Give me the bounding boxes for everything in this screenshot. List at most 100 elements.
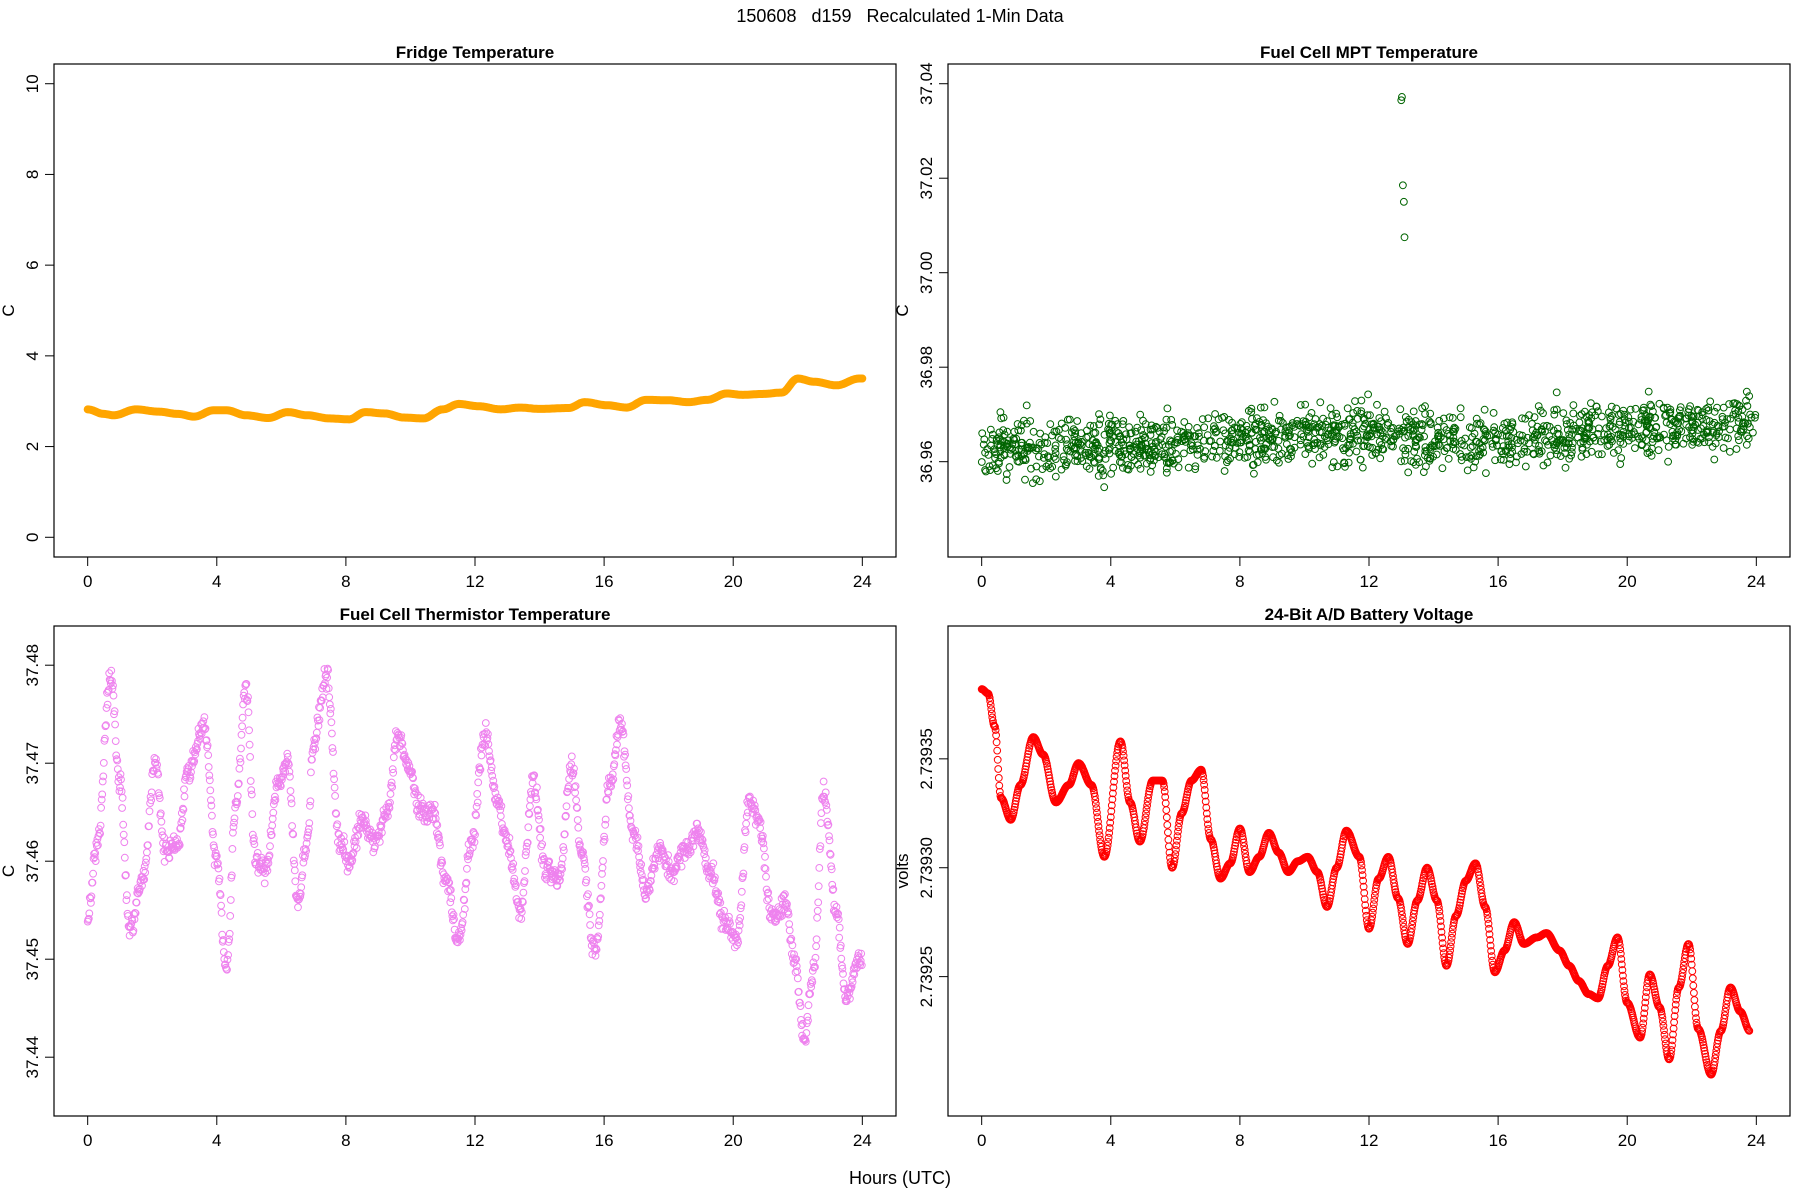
mpt-point: [1465, 453, 1473, 461]
thermistor-point: [458, 918, 467, 927]
battery-voltage-point: [1688, 967, 1697, 976]
mpt-point: [1331, 437, 1340, 446]
battery-voltage-point: [1010, 803, 1019, 811]
mpt-point: [1084, 448, 1093, 457]
mpt-point: [1399, 444, 1407, 453]
thermistor-point: [476, 765, 485, 774]
battery-voltage-point: [1619, 977, 1628, 985]
mpt-point: [1490, 423, 1499, 432]
mpt-point: [1595, 424, 1603, 433]
thermistor-point: [607, 782, 615, 791]
thermistor-point: [295, 889, 304, 897]
mpt-point: [1014, 426, 1023, 435]
mpt-point: [1351, 397, 1359, 406]
mpt-point: [1662, 436, 1671, 445]
battery-voltage-point: [1428, 880, 1436, 888]
mpt-point: [1465, 423, 1474, 432]
mpt-point: [1264, 434, 1273, 443]
thermistor-point: [650, 864, 659, 873]
battery-voltage-point: [1338, 840, 1347, 849]
thermistor-point: [95, 829, 104, 837]
mpt-point: [1476, 419, 1485, 428]
thermistor-point: [212, 852, 221, 860]
mpt-point: [1216, 437, 1225, 446]
thermistor-point: [782, 899, 790, 907]
thermistor-point: [119, 830, 128, 839]
mpt-point: [1003, 427, 1012, 436]
thermistor-point: [460, 896, 469, 905]
thermistor-point: [672, 863, 681, 872]
battery-voltage-point: [1368, 908, 1377, 917]
mpt-point: [1376, 454, 1385, 463]
mpt-point: [1562, 420, 1571, 429]
mpt-point: [1520, 445, 1529, 453]
thermistor-point: [386, 790, 395, 798]
battery-voltage-point: [1369, 900, 1378, 909]
battery-voltage-point: [1410, 906, 1419, 915]
battery-voltage-point: [1473, 865, 1482, 873]
mpt-point: [1475, 420, 1484, 429]
battery-voltage-point: [1357, 861, 1366, 870]
mpt-point: [1115, 450, 1124, 459]
mpt-point: [1282, 440, 1291, 449]
mpt-point: [1256, 445, 1265, 454]
battery-voltage-point: [1721, 1007, 1730, 1016]
mpt-point: [1008, 440, 1017, 448]
mpt-point: [1307, 409, 1316, 417]
thermistor-point: [734, 938, 742, 947]
battery-voltage-point: [1483, 907, 1491, 916]
battery-voltage-point: [1199, 776, 1208, 784]
mpt-point: [1651, 413, 1660, 422]
mpt-point: [1051, 472, 1060, 481]
x-tick-label: 0: [83, 1131, 92, 1150]
battery-voltage-point: [1615, 938, 1624, 946]
thermistor-point: [559, 843, 568, 851]
thermistor-point: [573, 816, 582, 824]
thermistor-point: [98, 777, 107, 786]
thermistor-point: [286, 772, 294, 781]
thermistor-point: [763, 896, 771, 905]
mpt-point: [1535, 449, 1544, 458]
thermistor-point: [574, 823, 583, 832]
thermistor-point: [558, 865, 566, 873]
mpt-point: [1726, 414, 1735, 423]
mpt-point: [1426, 409, 1435, 418]
battery-voltage-point: [1105, 824, 1114, 832]
mpt-point: [1284, 455, 1293, 463]
thermistor-point: [482, 728, 491, 737]
thermistor-point: [393, 735, 401, 743]
mpt-point: [1603, 442, 1612, 450]
mpt-point: [1422, 462, 1430, 471]
mpt-point: [1328, 463, 1337, 472]
thermistor-point: [116, 770, 125, 779]
thermistor-point: [122, 871, 130, 879]
mpt-point: [1163, 404, 1172, 413]
mpt-point: [1617, 454, 1626, 462]
mpt-point: [1702, 416, 1711, 424]
thermistor-point: [500, 826, 509, 835]
thermistor-point: [94, 841, 102, 850]
thermistor-point: [606, 781, 614, 790]
thermistor-point: [123, 891, 131, 900]
thermistor-point: [388, 765, 397, 774]
thermistor-point: [815, 845, 824, 853]
thermistor-point: [829, 885, 838, 894]
mpt-point: [1602, 424, 1611, 433]
thermistor-point: [808, 978, 817, 987]
mpt-point: [1101, 446, 1110, 455]
thermistor-point: [608, 770, 617, 779]
battery-voltage-point: [1446, 946, 1454, 955]
thermistor-point: [613, 740, 621, 749]
mpt-point: [1710, 407, 1719, 416]
thermistor-point: [267, 831, 276, 839]
thermistor-point: [808, 966, 817, 975]
battery-voltage-point: [1713, 1039, 1722, 1048]
battery-voltage-point: [1138, 830, 1147, 838]
battery-voltage-point: [1669, 1024, 1678, 1033]
y-tick-label: 37.02: [917, 157, 936, 200]
thermistor-point: [519, 898, 527, 906]
mpt-point: [1137, 441, 1145, 450]
thermistor-point: [435, 833, 443, 842]
thermistor-point: [432, 820, 441, 828]
mpt-point: [1425, 456, 1434, 465]
